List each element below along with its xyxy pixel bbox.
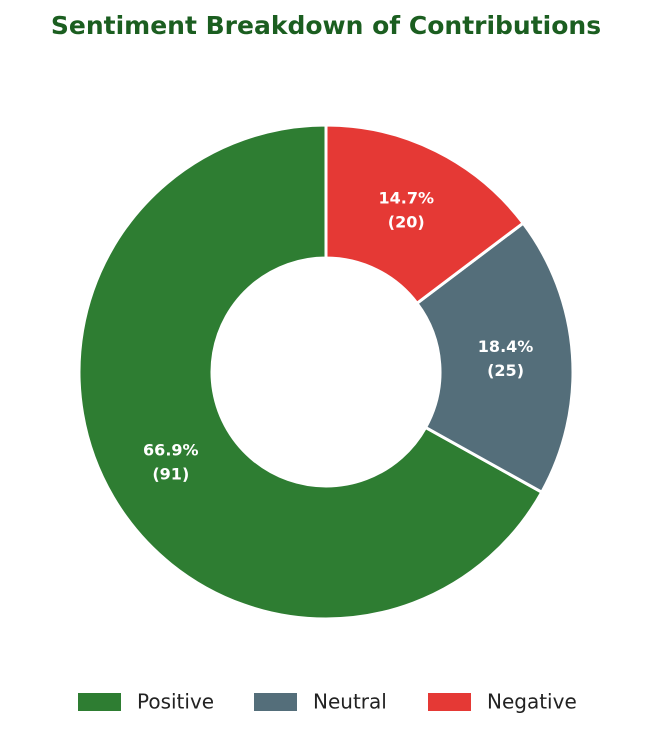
slice	[324, 123, 526, 306]
legend-label: Positive	[137, 690, 214, 714]
chart-title: Sentiment Breakdown of Contributions	[51, 11, 601, 40]
legend-swatch	[428, 693, 471, 711]
count-label: (91)	[152, 465, 189, 484]
slice	[414, 221, 575, 495]
legend-swatch	[254, 693, 297, 711]
percentage-label: 18.4%	[478, 337, 534, 356]
count-label: (20)	[388, 212, 425, 231]
legend-swatch	[78, 693, 121, 711]
legend-label: Neutral	[313, 690, 387, 714]
percentage-label: 66.9%	[143, 441, 199, 460]
percentage-label: 14.7%	[378, 188, 434, 207]
count-label: (25)	[487, 361, 524, 380]
legend-label: Negative	[487, 690, 577, 714]
slice	[77, 123, 544, 621]
